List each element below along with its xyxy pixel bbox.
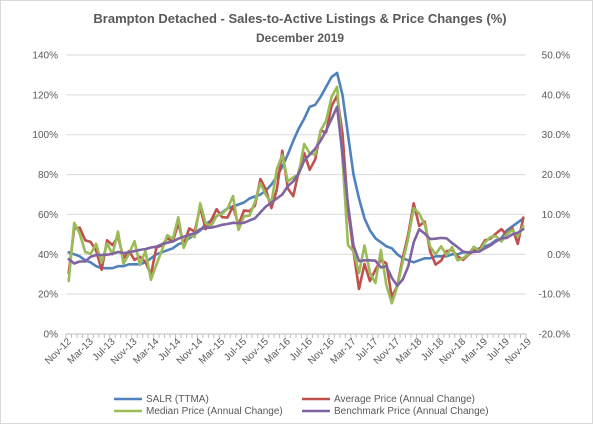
left-axis-tick-label: 80% — [38, 170, 58, 181]
legend: SALR (TTMA) Average Price (Annual Change)… — [114, 394, 489, 417]
left-axis-tick-label: 60% — [38, 210, 58, 221]
grid — [66, 54, 526, 335]
left-axis-tick-label: 140% — [32, 51, 58, 62]
left-axis-ticks: 0% 20% 40% 60% 80% 100% 120% 140% — [32, 51, 58, 341]
right-axis-ticks: -20.0% -10.0% 0.0% 10.0% 20.0% 30.0% 40.0% 50.0… — [538, 51, 570, 341]
right-axis-tick-label: 20.0% — [542, 170, 570, 181]
right-axis-tick-label: 30.0% — [542, 130, 570, 141]
legend-label: SALR (TTMA) — [146, 394, 209, 405]
left-axis-tick-label: 100% — [32, 130, 58, 141]
x-axis-ticks: Nov-12Mar-13Jul-13Nov-13Mar-14Jul-14Nov-… — [43, 334, 534, 367]
series-line-salr-ttma — [67, 71, 525, 270]
legend-label: Benchmark Price (Annual Change) — [334, 406, 489, 417]
legend-label: Average Price (Annual Change) — [334, 394, 475, 405]
series-line-benchmark-price-annual-change — [67, 105, 525, 288]
right-axis-tick-label: -10.0% — [538, 290, 570, 301]
chart-subtitle: December 2019 — [256, 31, 344, 45]
series-line-median-price-annual-change — [67, 85, 525, 305]
series-lines — [67, 71, 525, 305]
left-axis-tick-label: 120% — [32, 90, 58, 101]
right-axis-tick-label: 10.0% — [542, 210, 570, 221]
chart-title: Brampton Detached - Sales-to-Active List… — [93, 11, 506, 26]
left-axis-tick-label: 20% — [38, 290, 58, 301]
series-line-average-price-annual-change — [67, 94, 525, 299]
left-axis-tick-label: 0% — [44, 330, 59, 341]
right-axis-tick-label: 50.0% — [542, 51, 570, 62]
right-axis-tick-label: 40.0% — [542, 90, 570, 101]
right-axis-tick-label: -20.0% — [538, 330, 570, 341]
right-axis-tick-label: 0.0% — [547, 250, 570, 261]
legend-label: Median Price (Annual Change) — [146, 406, 283, 417]
left-axis-tick-label: 40% — [38, 250, 58, 261]
